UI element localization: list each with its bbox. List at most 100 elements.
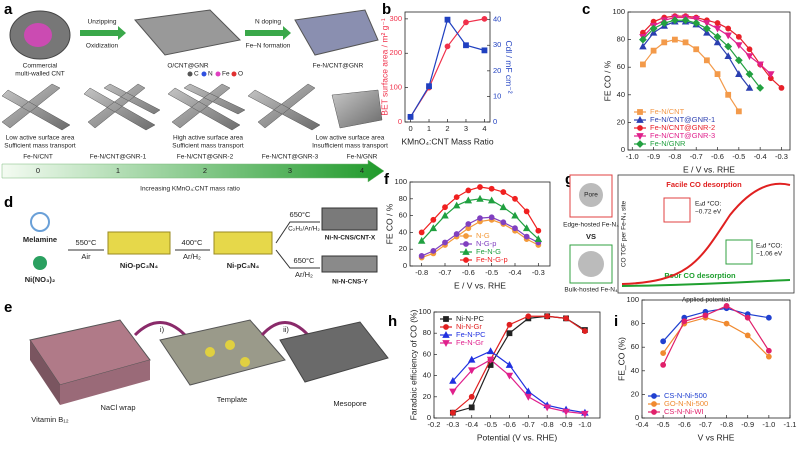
x-tick-label: -0.3: [775, 152, 788, 161]
marker: [467, 355, 476, 363]
panel-letter: d: [4, 194, 13, 211]
label: ii): [283, 325, 289, 334]
marker: [713, 32, 722, 41]
caption: High active surface area: [173, 135, 243, 142]
marker: [778, 85, 785, 91]
x-tick-label: -0.6: [711, 152, 724, 161]
legend-text: N: [208, 71, 213, 78]
x-tick-label: -0.7: [699, 420, 712, 429]
label: Ni-N-CNS/CNT-X: [325, 235, 376, 242]
legend-text: Ni-N-Gr: [456, 322, 482, 331]
label: Ni-N-CNS-Y: [332, 279, 368, 286]
ratio-label: 2: [203, 166, 207, 175]
y-tick-label: 0: [427, 413, 431, 422]
arrow-label: Increasing KMnO₄:CNT mass ratio: [140, 186, 240, 193]
arrow: [260, 321, 310, 337]
x-axis-label: Potential (V vs. RHE): [477, 432, 557, 442]
x-tick-label: -1.0: [578, 420, 591, 429]
marker: [725, 91, 732, 98]
label: Ni(NO₃)₂: [25, 275, 56, 284]
series-line: [642, 21, 750, 89]
marker: [640, 61, 646, 68]
series-line: [452, 358, 585, 415]
label: C₂H₂/Ar/H₂: [288, 226, 320, 233]
x-tick-label: 1: [427, 124, 431, 133]
y2-tick-label: 20: [493, 66, 501, 75]
legend-text: N-G: [476, 231, 490, 240]
plot-frame: [433, 311, 601, 419]
marker: [488, 214, 495, 221]
marker: [724, 32, 732, 40]
sample-label: Fe-N/CNT@GNR-1: [90, 154, 147, 161]
marker: [535, 227, 542, 234]
marker: [453, 194, 460, 201]
marker: [442, 204, 448, 211]
marker: [463, 233, 469, 239]
marker: [703, 57, 710, 64]
label: Poor CO desorption: [664, 271, 736, 280]
label: Commercial: [23, 63, 58, 70]
marker: [649, 24, 658, 33]
legend-text: Fe: [222, 71, 230, 78]
marker: [430, 216, 437, 223]
marker: [636, 133, 644, 140]
marker: [465, 221, 472, 227]
block: [159, 319, 286, 386]
legend-text: CS-N-Ni-WI: [664, 407, 704, 416]
marker: [506, 330, 513, 337]
marker: [682, 39, 689, 46]
x-tick-label: -0.7: [439, 268, 452, 277]
x-tick-label: -0.5: [732, 152, 745, 161]
legend-text: Fe-N-PC: [456, 330, 486, 339]
y-tick-label: 40: [631, 366, 639, 375]
label: O/CNT@GNR: [167, 63, 209, 70]
marker: [765, 347, 772, 354]
marker: [661, 39, 668, 46]
atom: [187, 71, 193, 77]
marker: [581, 410, 589, 418]
series-line: [662, 307, 769, 342]
panel-letter: c: [582, 1, 590, 18]
marker: [744, 332, 751, 339]
y-tick-label: 60: [631, 342, 639, 351]
y-tick-label: 100: [394, 177, 407, 186]
marker: [444, 16, 451, 23]
panel-letter: b: [382, 1, 391, 18]
y2-tick-label: 0: [493, 117, 497, 126]
label: Ar/H₂: [183, 252, 201, 261]
marker: [506, 321, 513, 328]
legend-text: CS-N-Ni-500: [664, 391, 707, 400]
plot-frame: [627, 11, 791, 151]
label: Mesopore: [333, 399, 366, 408]
x-tick-label: -0.6: [503, 420, 516, 429]
x-tick-label: -0.9: [647, 152, 660, 161]
x-tick-label: -0.5: [485, 268, 498, 277]
y-axis-label: BET surface area / m² g⁻¹: [379, 18, 389, 116]
y-axis-label: FE_CO (%): [616, 337, 626, 381]
label: 650°C: [290, 210, 312, 219]
ratio-label: 0: [36, 166, 40, 175]
label: Pore: [584, 192, 598, 199]
marker: [746, 46, 753, 53]
ratio-arrow: [1, 159, 385, 183]
ratio-label: 1: [116, 166, 120, 175]
mesh-drawing: [331, 89, 383, 129]
label: Edge-hosted Fe-N₄: [563, 222, 619, 229]
x-tick-label: -0.9: [741, 420, 754, 429]
marker: [660, 362, 667, 368]
y2-axis-label: Cdl / mF cm⁻²: [504, 40, 514, 93]
marker: [468, 393, 475, 400]
ratio-label: 4: [360, 166, 364, 175]
caption: Low active surface area: [316, 135, 385, 142]
y-tick-label: 20: [617, 117, 625, 126]
legend-text: GO-N-Ni-500: [664, 399, 708, 408]
marker: [444, 43, 451, 50]
marker: [745, 83, 754, 91]
structure-box: [663, 197, 691, 223]
y-tick-label: 40: [399, 227, 407, 236]
molecule: [33, 256, 47, 270]
marker: [442, 340, 450, 347]
structure: [579, 183, 603, 207]
y2-tick-label: 40: [493, 15, 501, 24]
